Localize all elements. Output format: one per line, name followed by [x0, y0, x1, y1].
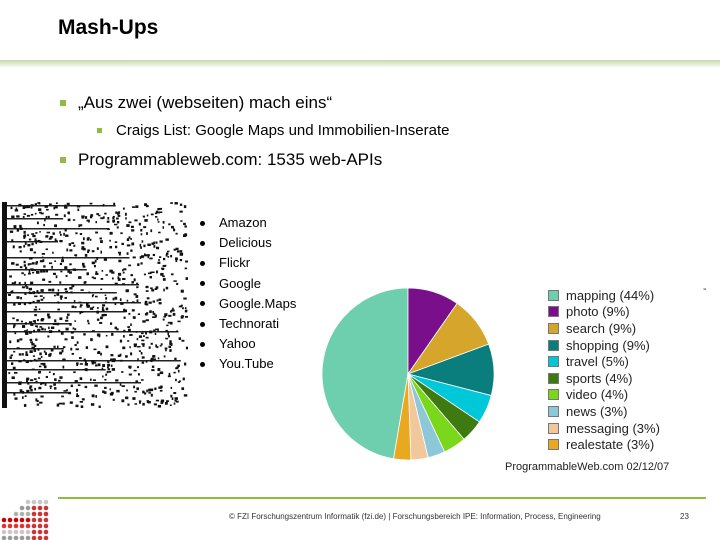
legend-label: news (3%) — [566, 403, 628, 419]
legend-label: video (4%) — [566, 387, 629, 403]
sub-bullet-text: Craigs List: Google Maps und Immobilien-… — [116, 122, 450, 139]
legend-swatch — [548, 422, 559, 434]
pie-legend: mapping (44%) photo (9%) search (9%) shoppi… — [548, 287, 660, 453]
legend-swatch — [548, 289, 559, 301]
round-bullet-icon — [200, 220, 205, 226]
legend-item-shopping: shopping (9%) — [548, 337, 660, 354]
legend-item-news: news (3%) — [548, 403, 660, 420]
api-category-pie-chart — [321, 287, 495, 461]
legend-label: sports (4%) — [566, 370, 633, 386]
api-list-item: Flickr — [200, 253, 296, 273]
round-bullet-icon — [200, 301, 205, 307]
legend-swatch — [548, 339, 559, 351]
round-bullet-icon — [200, 261, 205, 266]
legend-swatch — [548, 306, 559, 318]
pie-source-caption: ProgrammableWeb.com 02/12/07 — [505, 461, 670, 473]
legend-label: search (9%) — [566, 320, 637, 336]
header-divider — [0, 60, 720, 68]
legend-label: photo (9%) — [566, 304, 630, 320]
legend-swatch — [548, 372, 559, 384]
legend-item-messaging: messaging (3%) — [548, 420, 660, 437]
legend-label: mapping (44%) — [566, 287, 655, 303]
round-bullet-icon — [200, 341, 205, 347]
legend-item-search: search (9%) — [548, 320, 660, 337]
legend-swatch — [548, 356, 559, 368]
slide-title: Mash-Ups — [58, 16, 159, 39]
legend-swatch — [548, 389, 559, 401]
legend-item-video: video (4%) — [548, 387, 660, 404]
fzi-logo-icon — [1, 499, 49, 540]
legend-item-sports: sports (4%) — [548, 370, 660, 387]
legend-label: realestate (3%) — [566, 437, 655, 453]
round-bullet-icon — [200, 321, 205, 327]
api-list-item: Delicious — [200, 233, 296, 253]
pie-slice-realestate — [393, 373, 412, 461]
api-list-item: Technorati — [200, 314, 296, 334]
footer-divider — [58, 497, 706, 499]
round-bullet-icon — [200, 240, 205, 246]
square-bullet-icon — [60, 100, 66, 106]
legend-swatch — [548, 405, 559, 417]
pie-slice-mapping — [321, 287, 409, 460]
sub-bullet-craigslist: Craigs List: Google Maps und Immobilien-… — [97, 122, 450, 139]
api-matrix-image — [2, 202, 188, 408]
bullet-programmableweb: Programmableweb.com: 1535 web-APIs — [60, 150, 382, 170]
legend-swatch — [548, 322, 559, 334]
legend-label: travel (5%) — [566, 354, 629, 370]
legend-item-mapping: mapping (44%) — [548, 287, 660, 304]
square-bullet-icon — [97, 128, 102, 133]
api-list-item: Google.Maps — [200, 294, 296, 314]
api-list: Amazon Delicious Flickr Google Google.Ma… — [200, 213, 296, 375]
bullet-mashups: „Aus zwei (webseiten) mach eins“ — [60, 93, 332, 113]
bullet-text: Programmableweb.com: 1535 web-APIs — [78, 150, 383, 169]
api-list-item: Yahoo — [200, 334, 296, 354]
side-mark: - — [703, 283, 707, 295]
round-bullet-icon — [200, 281, 205, 287]
api-list-item: Google — [200, 274, 296, 294]
legend-item-photo: photo (9%) — [548, 304, 660, 321]
footer-text: © FZI Forschungszentrum Informatik (fzi.… — [229, 512, 601, 521]
api-list-item: You.Tube — [200, 354, 296, 374]
square-bullet-icon — [60, 157, 66, 163]
legend-item-travel: travel (5%) — [548, 353, 660, 370]
legend-swatch — [548, 439, 559, 451]
legend-item-realestate: realestate (3%) — [548, 436, 660, 453]
bullet-text: „Aus zwei (webseiten) mach eins“ — [78, 93, 333, 112]
legend-label: messaging (3%) — [566, 420, 660, 436]
round-bullet-icon — [200, 362, 205, 368]
api-list-item: Amazon — [200, 213, 296, 233]
legend-label: shopping (9%) — [566, 337, 650, 353]
page-number: 23 — [680, 512, 689, 521]
